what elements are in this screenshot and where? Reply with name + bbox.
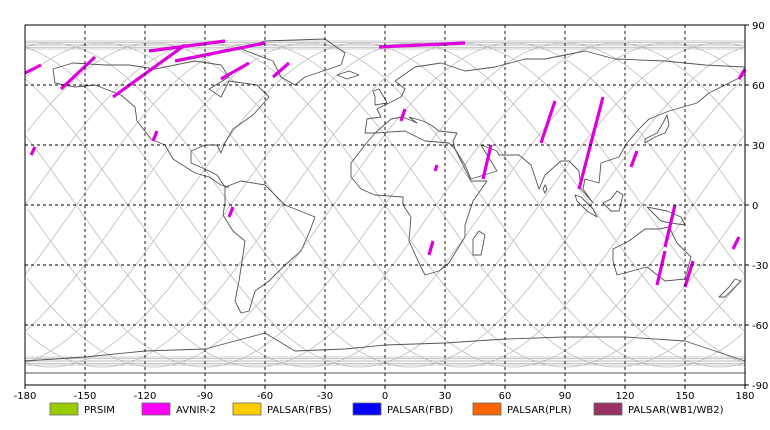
map-plot-area (24, 24, 747, 386)
x-tick-label: 180 (735, 391, 754, 402)
y-axis-ticks: 90 60 30 0 -30 -60 -90 (745, 21, 768, 392)
x-tick-label: 30 (439, 391, 452, 402)
legend-item-prsim: PRSIM (49, 402, 115, 416)
x-tick-label: -90 (197, 391, 213, 402)
orbit-track (26, 42, 744, 368)
swath (174, 41, 266, 63)
x-tick-label: 150 (675, 391, 694, 402)
coastline-australia (612, 226, 692, 282)
x-tick-label: -180 (14, 391, 37, 402)
coastline-south-america (222, 180, 316, 314)
orbit-track (26, 42, 744, 368)
legend-swatch (232, 402, 262, 416)
legend-swatch (49, 402, 79, 416)
y-tick-label: -90 (752, 381, 768, 392)
swath (427, 240, 435, 256)
legend-label: AVNIR-2 (176, 405, 216, 416)
x-tick-label: 90 (559, 391, 572, 402)
swath (655, 250, 667, 286)
swath (227, 206, 235, 218)
legend-swatch (593, 402, 623, 416)
coastline-greenland (240, 38, 346, 86)
y-tick-label: 60 (752, 81, 765, 92)
x-tick-label: -30 (317, 391, 333, 402)
x-tick-label: -60 (257, 391, 273, 402)
orbit-track (24, 42, 743, 368)
swath (433, 164, 439, 172)
coastline-sumatra (574, 194, 598, 218)
x-tick-label: -150 (74, 391, 97, 402)
legend-swatch (472, 402, 502, 416)
legend-label: PALSAR(FBS) (267, 405, 332, 416)
swath (24, 63, 42, 75)
legend-label: PALSAR(FBD) (387, 405, 453, 416)
acquisition-swaths (24, 39, 747, 288)
coastline-great-britain (372, 88, 388, 106)
swath (737, 68, 747, 80)
swath (539, 100, 557, 144)
legend-item-palsar-fbd: PALSAR(FBD) (352, 402, 453, 416)
swath (481, 144, 493, 180)
coastline-iceland (336, 70, 360, 80)
swath (271, 61, 291, 79)
y-tick-label: 30 (752, 141, 765, 152)
graticule (25, 25, 745, 385)
coastline-new-zealand (718, 278, 742, 298)
swath (663, 204, 677, 248)
swath (151, 130, 159, 142)
coastline-north-america (52, 60, 270, 188)
legend-label: PALSAR(WB1/WB2) (628, 405, 724, 416)
orbit-track (25, 42, 744, 368)
swath (148, 39, 226, 53)
swath (112, 43, 186, 99)
x-tick-label: 120 (615, 391, 634, 402)
x-axis-ticks: -180 -150 -120 -90 -60 -30 0 30 60 90 12… (14, 385, 755, 402)
legend-label: PALSAR(PLR) (507, 405, 572, 416)
swath (399, 108, 407, 122)
coastline-borneo (602, 190, 624, 212)
legend-label: PRSIM (84, 405, 115, 416)
swath (577, 96, 605, 190)
swath (629, 150, 639, 168)
swath (29, 146, 37, 156)
coastline-eurasia (364, 50, 746, 204)
orbit-track (25, 42, 743, 368)
y-tick-label: 0 (752, 201, 758, 212)
swath (220, 61, 250, 81)
swath (378, 41, 466, 49)
x-tick-label: -120 (134, 391, 157, 402)
swath (59, 55, 97, 91)
x-tick-label: 60 (499, 391, 512, 402)
swath (731, 236, 741, 250)
legend-swatch (141, 402, 171, 416)
legend-item-palsar-wb: PALSAR(WB1/WB2) (593, 402, 724, 416)
legend: PRSIM AVNIR-2 PALSAR(FBS) PALSAR(FBD) PA… (49, 402, 724, 416)
y-tick-label: 90 (752, 21, 765, 32)
legend-item-palsar-fbs: PALSAR(FBS) (232, 402, 332, 416)
legend-swatch (352, 402, 382, 416)
legend-item-avnir2: AVNIR-2 (141, 402, 216, 416)
coastline-africa (350, 130, 488, 276)
y-tick-label: -30 (752, 261, 768, 272)
coastline-sri-lanka (542, 184, 548, 194)
coastline-japan (644, 114, 670, 144)
orbit-track (26, 42, 744, 368)
legend-item-palsar-plr: PALSAR(PLR) (472, 402, 572, 416)
y-tick-label: -60 (752, 321, 768, 332)
coastline-madagascar (472, 230, 486, 256)
x-tick-label: 0 (382, 391, 388, 402)
